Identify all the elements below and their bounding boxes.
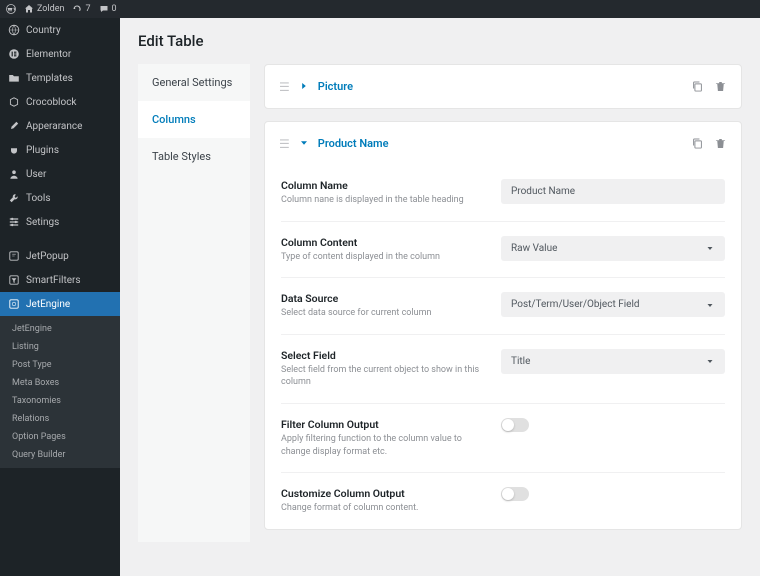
submenu-post-type[interactable]: Post Type [0, 356, 120, 374]
columns-panel: ☰ Picture ☰ Product Name [264, 64, 742, 542]
updates-count: 7 [85, 4, 90, 14]
delete-icon[interactable] [714, 80, 727, 93]
field-customize-output: Customize Column Output Change format of… [281, 473, 725, 515]
field-select-field: Select Field Select field from the curre… [281, 335, 725, 404]
menu-country[interactable]: Country [0, 18, 120, 42]
tab-general[interactable]: General Settings [138, 64, 250, 101]
copy-icon[interactable] [691, 80, 704, 93]
settings-tabs: General Settings Columns Table Styles [138, 64, 250, 542]
admin-sidebar: Country Elementor Templates Crocoblock A… [0, 18, 120, 576]
copy-icon[interactable] [691, 137, 704, 150]
column-card-picture: ☰ Picture [264, 64, 742, 109]
tab-columns[interactable]: Columns [138, 101, 250, 138]
data-source-select[interactable]: Post/Term/User/Object Field [501, 292, 725, 317]
expand-caret[interactable] [298, 77, 310, 96]
menu-plugins[interactable]: Plugins [0, 138, 120, 162]
field-desc: Select data source for current column [281, 307, 481, 320]
comments-count: 0 [112, 4, 117, 14]
delete-icon[interactable] [714, 137, 727, 150]
field-desc: Apply filtering function to the column v… [281, 433, 481, 458]
menu-smartfilters[interactable]: SmartFilters [0, 268, 120, 292]
menu-user[interactable]: User [0, 162, 120, 186]
filter-output-toggle[interactable] [501, 418, 529, 432]
tab-table-styles[interactable]: Table Styles [138, 138, 250, 175]
submenu-jetengine[interactable]: JetEngine [0, 320, 120, 338]
menu-tools[interactable]: Tools [0, 186, 120, 210]
field-filter-output: Filter Column Output Apply filtering fun… [281, 404, 725, 473]
submenu-listing[interactable]: Listing [0, 338, 120, 356]
column-content-select[interactable]: Raw Value [501, 236, 725, 261]
submenu-meta-boxes[interactable]: Meta Boxes [0, 374, 120, 392]
field-title: Column Content [281, 236, 481, 249]
field-desc: Select field from the current object to … [281, 364, 481, 389]
column-title: Product Name [318, 137, 683, 150]
menu-jetpopup[interactable]: JetPopup [0, 244, 120, 268]
updates-link[interactable]: 7 [72, 4, 90, 14]
field-title: Data Source [281, 292, 481, 305]
field-column-content: Column Content Type of content displayed… [281, 222, 725, 279]
field-title: Customize Column Output [281, 487, 481, 500]
field-data-source: Data Source Select data source for curre… [281, 278, 725, 335]
site-name-link[interactable]: Zolden [24, 4, 64, 14]
column-name-input[interactable] [501, 179, 725, 204]
submenu-taxonomies[interactable]: Taxonomies [0, 392, 120, 410]
field-title: Filter Column Output [281, 418, 481, 431]
site-name: Zolden [37, 4, 64, 14]
menu-appearance[interactable]: Apperarance [0, 114, 120, 138]
main-content: Edit Table General Settings Columns Tabl… [120, 18, 760, 576]
page-title: Edit Table [138, 32, 742, 50]
menu-settings[interactable]: Setings [0, 210, 120, 234]
comments-link[interactable]: 0 [99, 4, 117, 14]
submenu-query-builder[interactable]: Query Builder [0, 446, 120, 464]
drag-handle-icon[interactable]: ☰ [279, 80, 290, 94]
field-title: Select Field [281, 349, 481, 362]
menu-jetengine[interactable]: JetEngine [0, 292, 120, 316]
menu-templates[interactable]: Templates [0, 66, 120, 90]
drag-handle-icon[interactable]: ☰ [279, 137, 290, 151]
submenu-option-pages[interactable]: Option Pages [0, 428, 120, 446]
jetengine-submenu: JetEngine Listing Post Type Meta Boxes T… [0, 316, 120, 468]
field-desc: Type of content displayed in the column [281, 251, 481, 264]
collapse-caret[interactable] [298, 134, 310, 153]
field-title: Column Name [281, 179, 481, 192]
field-desc: Column nane is displayed in the table he… [281, 194, 481, 207]
customize-output-toggle[interactable] [501, 487, 529, 501]
column-title: Picture [318, 80, 683, 93]
submenu-relations[interactable]: Relations [0, 410, 120, 428]
wp-logo[interactable] [6, 4, 16, 14]
menu-crocoblock[interactable]: Crocoblock [0, 90, 120, 114]
admin-bar: Zolden 7 0 [0, 0, 760, 18]
field-desc: Change format of column content. [281, 502, 481, 515]
select-field-select[interactable]: Title [501, 349, 725, 374]
field-column-name: Column Name Column nane is displayed in … [281, 165, 725, 222]
column-card-product-name: ☰ Product Name Column Name Column nane i… [264, 121, 742, 530]
menu-elementor[interactable]: Elementor [0, 42, 120, 66]
